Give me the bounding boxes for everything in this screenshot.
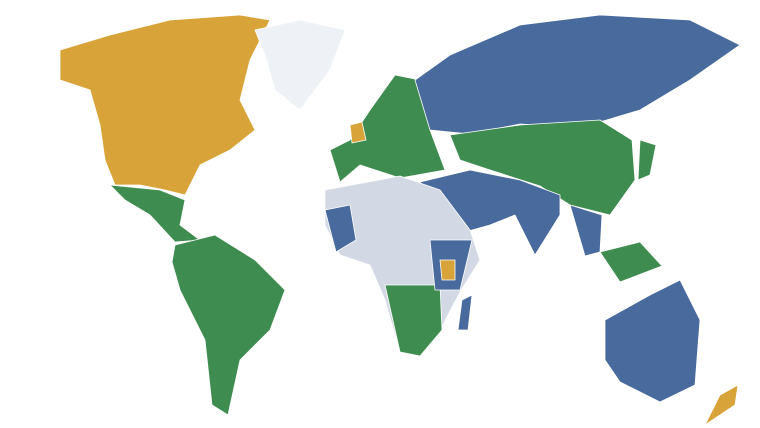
region-south-america[interactable] bbox=[171, 234, 286, 416]
region-west-africa[interactable] bbox=[324, 204, 357, 253]
region-new-zealand[interactable] bbox=[704, 384, 739, 426]
region-north-america[interactable] bbox=[59, 14, 271, 196]
region-kenya[interactable] bbox=[439, 259, 456, 281]
region-united-kingdom[interactable] bbox=[349, 121, 367, 144]
region-central-asia-china[interactable] bbox=[449, 119, 636, 216]
region-southern-africa[interactable] bbox=[384, 284, 443, 357]
region-japan[interactable] bbox=[637, 139, 657, 181]
region-madagascar[interactable] bbox=[457, 294, 473, 331]
region-greenland[interactable] bbox=[254, 19, 346, 111]
region-indonesia[interactable] bbox=[599, 241, 663, 283]
region-australia[interactable] bbox=[604, 279, 701, 403]
